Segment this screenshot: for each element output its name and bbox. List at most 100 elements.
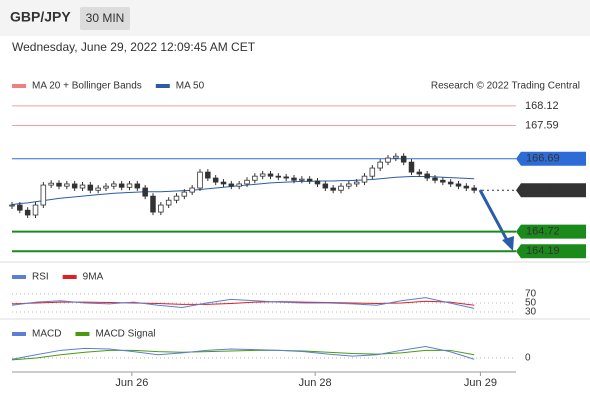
- candle: [330, 187, 336, 191]
- y-tick-label: 70: [525, 289, 537, 300]
- candle: [95, 187, 101, 191]
- candle: [111, 183, 117, 187]
- candle: [118, 183, 125, 188]
- ma50-line: [11, 176, 475, 206]
- timeframe-box: [80, 7, 130, 30]
- legend-label: MA 50: [176, 81, 205, 92]
- candle: [220, 181, 227, 185]
- candle: [173, 195, 180, 201]
- values-line: [11, 297, 475, 309]
- candle: [447, 181, 454, 185]
- candle: [259, 173, 266, 177]
- candle: [165, 199, 172, 206]
- x-tick-label: Jun 28: [299, 377, 332, 389]
- candle: [338, 185, 344, 191]
- candle: [56, 182, 62, 187]
- candle: [393, 155, 399, 159]
- y-tick-label: 0: [525, 353, 531, 364]
- candle: [252, 175, 258, 181]
- candle: [79, 184, 86, 189]
- legend-swatch: [12, 84, 26, 88]
- level-label: 165.84: [526, 184, 560, 196]
- candle: [142, 187, 148, 197]
- x-tick-label: Jun 29: [464, 377, 497, 389]
- legend-label: 9MA: [83, 272, 104, 283]
- candle: [212, 177, 219, 183]
- candle: [346, 183, 352, 187]
- candle: [71, 183, 78, 189]
- candle: [424, 173, 430, 179]
- candle: [440, 179, 446, 183]
- date: Wednesday, June 29, 2022 12:09:45 AM CET: [12, 40, 256, 54]
- candle: [150, 195, 156, 213]
- y-tick-label: 30: [525, 307, 537, 318]
- level-label: 164.19: [526, 245, 560, 257]
- level-tag: [516, 151, 586, 166]
- candle: [455, 183, 462, 187]
- candle: [158, 204, 164, 213]
- candle: [463, 185, 470, 189]
- candle: [197, 171, 203, 189]
- candle: [275, 175, 282, 178]
- level-tag: [516, 244, 586, 259]
- candle: [87, 184, 94, 191]
- legend-swatch: [155, 84, 170, 88]
- candle: [306, 178, 313, 182]
- timeframe: 30 MIN: [86, 11, 125, 25]
- legend-label: MA 20 + Bollinger Bands: [32, 81, 142, 92]
- values-line: [11, 345, 475, 360]
- candle: [377, 161, 383, 169]
- legend-label: RSI: [32, 272, 49, 283]
- legend-swatch: [12, 275, 26, 279]
- legend-swatch: [62, 275, 77, 279]
- level-label: 166.69: [526, 153, 560, 165]
- candle: [291, 177, 297, 181]
- y-tick-label: 50: [525, 298, 537, 309]
- level-tag: [516, 224, 586, 239]
- candle: [126, 183, 133, 188]
- candle: [48, 182, 54, 186]
- candle: [205, 171, 211, 179]
- legend-label: MACD: [32, 329, 61, 340]
- legend-label: MACD Signal: [95, 329, 155, 340]
- candle: [134, 183, 141, 189]
- source: Research © 2022 Trading Central: [431, 81, 580, 92]
- candle: [228, 183, 235, 187]
- forecast-arrow: [478, 189, 510, 243]
- candle: [408, 161, 415, 173]
- legend-swatch: [12, 332, 26, 336]
- candle: [24, 209, 31, 216]
- candle: [416, 171, 423, 175]
- candle: [64, 183, 70, 187]
- candle: [432, 177, 438, 181]
- candle: [322, 183, 329, 189]
- candle: [361, 175, 368, 183]
- candle: [103, 185, 109, 189]
- x-tick-label: Jun 26: [115, 377, 148, 389]
- candle: [267, 173, 274, 177]
- candle: [283, 176, 289, 179]
- forecast-arrowhead: [502, 236, 514, 251]
- legend-swatch: [75, 332, 90, 336]
- candle: [189, 187, 195, 193]
- candle: [471, 187, 477, 191]
- candle: [32, 204, 39, 216]
- candle: [181, 191, 188, 197]
- candle: [385, 157, 391, 163]
- candle: [299, 178, 305, 181]
- ma-line: [11, 300, 475, 306]
- candle: [314, 180, 321, 185]
- signal-line: [11, 349, 475, 361]
- candle: [17, 204, 23, 211]
- level-tag: [516, 183, 586, 198]
- candle: [40, 184, 47, 206]
- candle: [369, 167, 376, 177]
- candle: [353, 181, 360, 185]
- level-label: 164.72: [526, 226, 560, 238]
- level-label: 167.59: [525, 119, 559, 131]
- candle: [244, 179, 250, 185]
- symbol: GBP/JPY: [10, 9, 71, 25]
- candle: [9, 204, 15, 207]
- level-label: 168.12: [525, 100, 559, 112]
